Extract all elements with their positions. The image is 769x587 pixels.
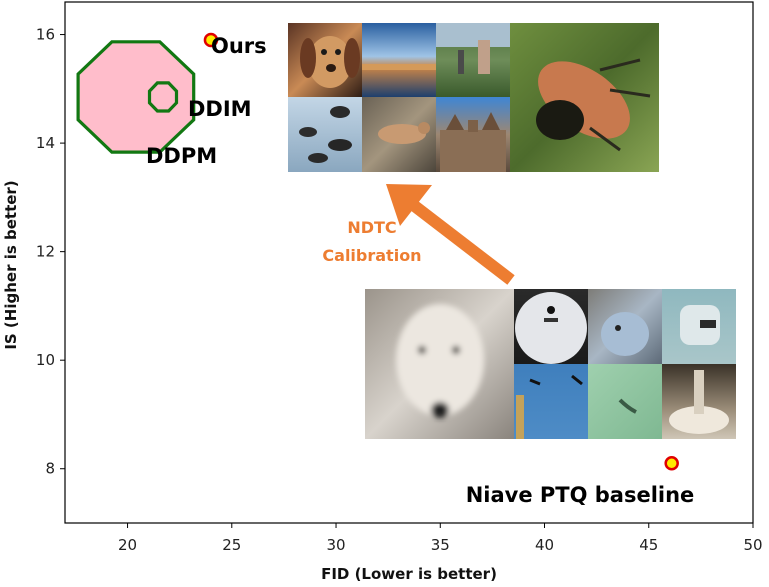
- y-axis-title: IS (Higher is better): [2, 180, 20, 349]
- x-tick-label: 35: [431, 536, 450, 554]
- x-tick-label: 40: [535, 536, 554, 554]
- x-tick-label: 45: [639, 536, 658, 554]
- point-label-ours: Ours: [211, 34, 267, 58]
- thumb-dog: [288, 23, 362, 97]
- thumb-green-blur: [588, 364, 662, 439]
- thumb-palace: [436, 97, 510, 172]
- calibration-label-line1: NDTC: [347, 218, 396, 237]
- point-ptq-baseline: [664, 456, 679, 471]
- x-tick-label: 20: [118, 536, 137, 554]
- x-tick-label: 25: [222, 536, 241, 554]
- calibrated-image-grid: [288, 23, 659, 172]
- region-ddim: [147, 81, 179, 113]
- x-tick-label: 30: [326, 536, 345, 554]
- x-axis-title: FID (Lower is better): [321, 565, 497, 583]
- thumb-bird-on-rock: [362, 97, 436, 172]
- y-tick-label: 10: [36, 351, 55, 369]
- thumb-device: [662, 289, 736, 364]
- y-axis-ticks: 8 10 12 14 16: [36, 26, 65, 478]
- point-ours: [203, 32, 219, 48]
- x-axis-ticks: 20 25 30 35 40 45 50: [118, 523, 763, 554]
- thumb-birds: [288, 97, 362, 172]
- thumb-birds-sky: [514, 364, 588, 439]
- x-tick-label: 50: [743, 536, 762, 554]
- thumb-sunset-sea: [362, 23, 436, 97]
- thumb-lamp: [662, 364, 736, 439]
- point-label-ptq-baseline: Niave PTQ baseline: [466, 483, 695, 507]
- y-tick-label: 16: [36, 26, 55, 44]
- thumb-people-outdoor: [436, 23, 510, 97]
- thumb-beetle-large: [510, 23, 659, 172]
- y-tick-label: 12: [36, 243, 55, 261]
- region-label-ddim: DDIM: [188, 97, 252, 121]
- method-regions: [76, 40, 196, 154]
- y-tick-label: 8: [45, 460, 55, 478]
- thumb-plush-toy: [588, 289, 662, 364]
- calibration-arrow: [386, 184, 515, 285]
- thumb-ball: [514, 289, 588, 364]
- y-tick-label: 14: [36, 134, 55, 152]
- ptq-image-grid: [365, 289, 736, 439]
- calibration-label-line2: Calibration: [322, 246, 421, 265]
- region-label-ddpm: DDPM: [146, 144, 217, 168]
- thumb-white-dog-large: [365, 289, 514, 439]
- data-points: [203, 32, 679, 471]
- region-ddpm: [76, 40, 196, 154]
